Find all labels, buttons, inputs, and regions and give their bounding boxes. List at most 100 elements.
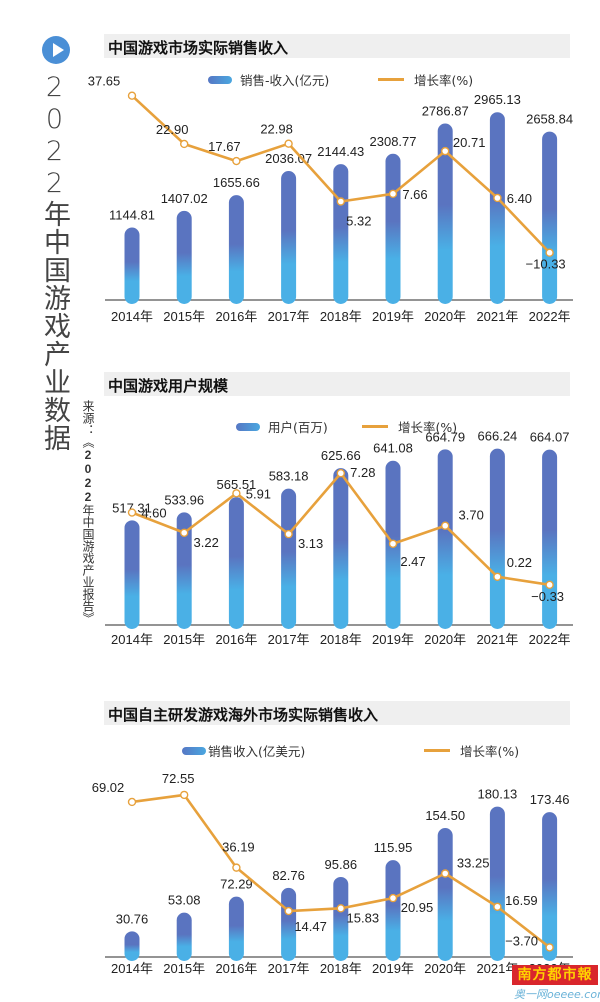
chart-3-legend-line: 增长率(%)	[424, 741, 519, 760]
legend-line-label: 增长率(%)	[398, 420, 458, 435]
legend-bar-icon	[182, 746, 206, 755]
x-tick-label: 2017年	[268, 632, 310, 647]
x-tick-label: 2018年	[320, 309, 362, 324]
site-watermark: 奥一网oeeee.com	[514, 988, 600, 1001]
bar-value-label: 664.79	[425, 429, 465, 444]
x-tick-label: 2018年	[320, 632, 362, 647]
line-point	[388, 189, 398, 199]
growth-rate-label: 17.67	[208, 139, 241, 154]
chart-1-title-bar: 中国游戏市场实际销售收入	[104, 34, 570, 58]
bar	[437, 449, 453, 629]
growth-rate-label: 2.47	[400, 554, 425, 569]
bar-value-label: 1144.81	[109, 207, 155, 222]
bar	[542, 131, 558, 304]
chart-2-title: 中国游戏用户规模	[108, 377, 229, 395]
line-point	[441, 146, 450, 156]
bar-value-label: 1655.66	[213, 175, 260, 190]
bar-value-label: 115.95	[374, 840, 413, 855]
chart-2: 517.31 2014年 533.96 2015年 565.51 2016年 583.18 2…	[105, 429, 573, 647]
growth-rate-label: −3.70	[505, 933, 538, 948]
legend-bar-label: 销售-收入(亿元)	[240, 73, 330, 88]
growth-rate-label: 33.25	[457, 856, 490, 871]
growth-rate-label: 22.90	[156, 122, 189, 137]
line-point	[493, 902, 502, 912]
bar	[281, 887, 297, 961]
x-tick-label: 2019年	[372, 632, 414, 647]
growth-rate-label: 3.70	[459, 508, 484, 523]
growth-rate-label: 36.19	[222, 840, 255, 855]
bar-value-label: 30.76	[116, 911, 149, 926]
legend-line-label: 增长率(%)	[414, 73, 474, 88]
line-point	[336, 469, 346, 478]
line-point	[232, 863, 241, 872]
x-tick-label: 2020年	[424, 309, 466, 324]
x-tick-label: 2022年	[529, 632, 571, 647]
bar	[489, 448, 505, 629]
growth-rate-label: −0.33	[531, 589, 564, 604]
bar-value-label: 625.66	[321, 448, 361, 463]
bar	[333, 468, 349, 629]
bar	[228, 896, 244, 961]
infographic-title: 2022年中国游戏产业数据	[39, 72, 70, 452]
bar	[489, 112, 505, 304]
growth-rate-label: 5.91	[246, 486, 271, 501]
growth-rate-label: 72.55	[162, 771, 195, 786]
source-rest: 年中国游戏产业报告》	[81, 504, 95, 624]
chart-2-legend-bar: 用户(百万)	[236, 417, 328, 436]
line-point	[441, 869, 450, 878]
bar-value-label: 95.86	[325, 857, 358, 872]
x-tick-label: 2016年	[215, 632, 257, 647]
legend-line-icon	[362, 425, 388, 428]
growth-rate-label: 7.28	[350, 465, 375, 480]
growth-rate-label: 6.40	[507, 191, 532, 206]
chart-1-legend-bar: 销售-收入(亿元)	[208, 70, 329, 89]
x-tick-label: 2015年	[163, 961, 205, 976]
line-point	[179, 790, 189, 800]
sidebar: 2022年中国游戏产业数据 来源：《2022年中国游戏产业报告》	[0, 0, 100, 640]
bar	[437, 827, 453, 961]
line-point	[441, 521, 450, 530]
growth-rate-label: −10.33	[526, 257, 566, 272]
legend-line-label: 增长率(%)	[460, 744, 520, 759]
line-point	[388, 539, 398, 548]
bar-value-label: 517.31	[112, 500, 152, 515]
line-point	[336, 904, 346, 913]
bar	[489, 806, 505, 961]
bar	[281, 488, 297, 629]
growth-rate-label: 20.95	[401, 900, 434, 915]
chart-2-legend-line: 增长率(%)	[362, 417, 457, 436]
growth-rate-label: 20.71	[453, 135, 486, 150]
line-point	[179, 528, 189, 537]
bar	[124, 227, 140, 304]
bar-value-label: 180.13	[478, 787, 518, 802]
line-point	[284, 139, 293, 148]
bar	[176, 512, 192, 629]
x-tick-label: 2015年	[163, 309, 205, 324]
chart-2-title-bar: 中国游戏用户规模	[104, 372, 570, 396]
bar-value-label: 2786.87	[422, 103, 469, 118]
x-tick-label: 2016年	[215, 961, 257, 976]
bar-value-label: 565.51	[217, 477, 257, 492]
line-point	[493, 193, 502, 203]
legend-bar-icon	[208, 75, 232, 84]
bar-value-label: 664.07	[530, 430, 570, 445]
bar-value-label: 2658.84	[526, 112, 573, 127]
bar	[124, 931, 140, 961]
bar-value-label: 666.24	[478, 429, 518, 444]
bar-value-label: 533.96	[164, 492, 204, 507]
line-point	[127, 797, 137, 807]
x-tick-label: 2020年	[424, 632, 466, 647]
x-tick-label: 2015年	[163, 632, 205, 647]
source-prefix: 来源：《	[81, 400, 95, 448]
legend-line-icon	[378, 78, 404, 81]
bar	[385, 860, 401, 961]
legend-line-icon	[424, 749, 450, 752]
chart-3: 30.76 2014年 53.08 2015年 72.29 2016年 82.76 2017年…	[92, 771, 573, 976]
bar-value-label: 72.29	[220, 877, 253, 892]
growth-rate-label: 37.65	[88, 74, 121, 89]
bar-value-label: 173.46	[530, 792, 570, 807]
bar	[176, 210, 192, 304]
growth-rate-label: 3.13	[298, 536, 323, 551]
chart-3-legend-bar: 销售收入(亿美元)	[182, 741, 305, 760]
x-tick-label: 2022年	[529, 309, 571, 324]
